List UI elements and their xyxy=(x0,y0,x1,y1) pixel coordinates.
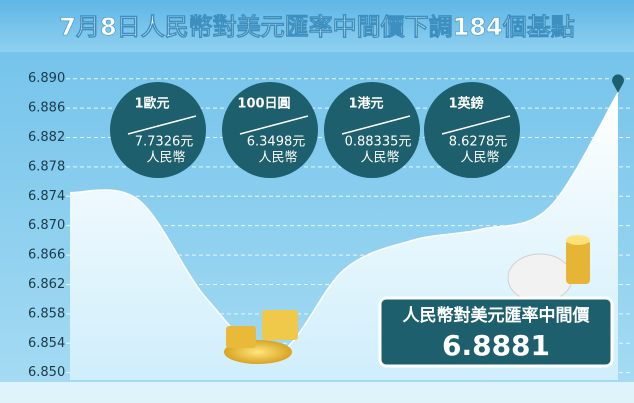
y-tick-label: 6.854 xyxy=(28,336,65,351)
y-tick-label: 6.890 xyxy=(28,71,65,86)
x-axis-strip xyxy=(0,382,634,403)
y-tick-label: 6.866 xyxy=(28,248,65,263)
y-tick-label: 6.882 xyxy=(28,130,65,145)
callout-title: 人民幣對美元匯率中間價 xyxy=(403,305,591,326)
coin xyxy=(566,235,590,245)
rate-currency: 人民幣 xyxy=(460,151,499,166)
coin-stack xyxy=(226,326,256,348)
y-tick-label: 6.878 xyxy=(28,159,65,174)
rate-unit: 1英鎊 xyxy=(448,96,483,112)
money-bag xyxy=(508,254,572,302)
rate-unit: 1歐元 xyxy=(134,96,169,112)
rate-currency: 人民幣 xyxy=(146,151,185,166)
y-tick-label: 6.858 xyxy=(28,306,65,321)
chart-title: 7月8日人民幣對美元匯率中間價下調184個基點 xyxy=(59,13,575,41)
y-tick-label: 6.862 xyxy=(28,277,65,292)
callout-value: 6.8881 xyxy=(442,329,550,362)
y-tick-label: 6.886 xyxy=(28,101,65,116)
rate-currency: 人民幣 xyxy=(360,151,399,166)
rate-value: 0.88335元 xyxy=(345,135,412,150)
rate-value: 8.6278元 xyxy=(449,135,508,150)
y-tick-label: 6.850 xyxy=(28,365,65,380)
rate-currency: 人民幣 xyxy=(258,151,297,166)
rate-value: 7.7326元 xyxy=(135,135,194,150)
rate-unit: 100日圓 xyxy=(237,97,290,112)
coin-stack xyxy=(262,310,298,340)
rate-unit: 1港元 xyxy=(348,96,383,112)
chart: 7月8日人民幣對美元匯率中間價下調184個基點 6.850 6.854 6.858 6… xyxy=(0,0,634,403)
coin-stack xyxy=(566,240,590,284)
y-tick-label: 6.874 xyxy=(28,189,65,204)
rate-value: 6.3498元 xyxy=(247,135,306,150)
y-tick-label: 6.870 xyxy=(28,218,65,233)
